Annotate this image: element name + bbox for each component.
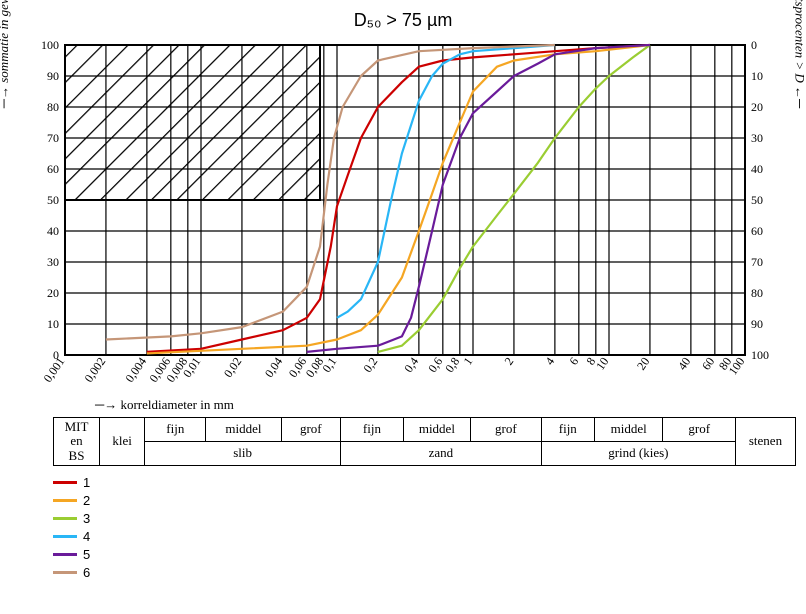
svg-text:2: 2	[501, 355, 516, 368]
legend-label: 6	[83, 565, 90, 580]
svg-text:60: 60	[47, 162, 59, 176]
svg-text:50: 50	[751, 193, 763, 207]
legend-item: 1	[53, 474, 796, 492]
legend-swatch	[53, 499, 77, 502]
legend-swatch	[53, 481, 77, 484]
svg-text:40: 40	[751, 162, 763, 176]
svg-text:80: 80	[47, 100, 59, 114]
svg-text:0,002: 0,002	[81, 355, 108, 385]
legend-label: 5	[83, 547, 90, 562]
svg-text:0,6: 0,6	[425, 355, 445, 375]
legend-item: 2	[53, 492, 796, 510]
svg-text:100: 100	[751, 348, 769, 362]
svg-text:10: 10	[751, 69, 763, 83]
svg-text:80: 80	[751, 286, 763, 300]
svg-text:30: 30	[751, 131, 763, 145]
chart-area: ─→ sommatie in gewichtsprocenten < D som…	[10, 35, 796, 395]
svg-text:0,8: 0,8	[442, 355, 462, 375]
svg-text:20: 20	[634, 355, 652, 373]
svg-text:0,04: 0,04	[262, 355, 286, 380]
y-axis-right-label: sommatie in gewichtsprocenten > D ←─	[792, 0, 806, 108]
svg-text:40: 40	[47, 224, 59, 238]
svg-text:60: 60	[699, 355, 717, 373]
svg-text:0,2: 0,2	[360, 355, 380, 375]
svg-text:70: 70	[47, 131, 59, 145]
classification-table: MITenBSkleifijnmiddelgroffijnmiddelgroff…	[53, 417, 796, 466]
svg-text:0,02: 0,02	[221, 355, 245, 380]
legend-label: 4	[83, 529, 90, 544]
svg-text:4: 4	[542, 355, 557, 368]
svg-text:70: 70	[751, 255, 763, 269]
svg-text:0: 0	[751, 38, 757, 52]
legend-item: 6	[53, 564, 796, 582]
svg-text:100: 100	[726, 355, 748, 378]
svg-text:1: 1	[461, 355, 476, 368]
svg-text:20: 20	[751, 100, 763, 114]
svg-text:10: 10	[593, 355, 611, 373]
svg-text:40: 40	[675, 355, 693, 373]
svg-text:90: 90	[47, 69, 59, 83]
legend: 1 2 3 4 5 6	[53, 474, 796, 582]
svg-text:50: 50	[47, 193, 59, 207]
svg-text:6: 6	[566, 355, 581, 368]
legend-swatch	[53, 517, 77, 520]
legend-item: 5	[53, 546, 796, 564]
legend-label: 1	[83, 475, 90, 490]
legend-label: 2	[83, 493, 90, 508]
svg-text:0,004: 0,004	[122, 355, 149, 385]
legend-swatch	[53, 553, 77, 556]
legend-label: 3	[83, 511, 90, 526]
legend-swatch	[53, 535, 77, 538]
chart-title: D₅₀ > 75 µm	[10, 10, 796, 31]
svg-text:60: 60	[751, 224, 763, 238]
x-axis-caption: ─→ korreldiameter in mm	[95, 397, 796, 413]
svg-text:0,001: 0,001	[41, 355, 68, 385]
chart-svg: 0102030405060708090100100908070605040302…	[10, 35, 796, 395]
svg-text:90: 90	[751, 317, 763, 331]
svg-text:10: 10	[47, 317, 59, 331]
svg-text:0,4: 0,4	[401, 355, 421, 375]
legend-item: 3	[53, 510, 796, 528]
svg-text:100: 100	[41, 38, 59, 52]
svg-text:30: 30	[47, 255, 59, 269]
svg-text:20: 20	[47, 286, 59, 300]
legend-swatch	[53, 571, 77, 574]
legend-item: 4	[53, 528, 796, 546]
svg-text:0,1: 0,1	[319, 355, 339, 375]
y-axis-left-label: ─→ sommatie in gewichtsprocenten < D	[0, 0, 12, 108]
